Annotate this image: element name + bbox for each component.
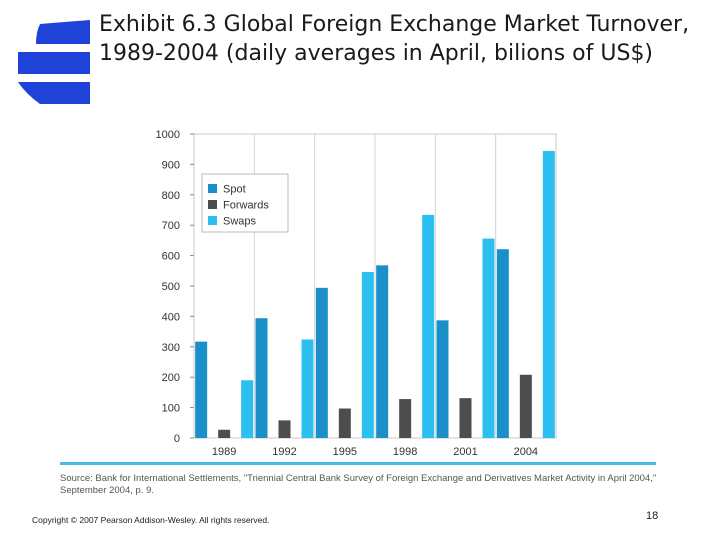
bar-swaps-2001 [482,238,495,438]
legend-label-forwards: Forwards [223,200,269,212]
bar-swaps-1995 [361,272,374,438]
bar-spot-1998 [376,265,389,438]
x-tick-label: 1998 [393,446,417,458]
fx-turnover-bar-chart: 0 100 200 300 400 500 600 700 800 900 1000 1989 1992… [156,129,557,458]
legend-swatch-forwards [208,200,217,209]
x-tick-label: 2001 [453,446,477,458]
slide-title: Exhibit 6.3 Global Foreign Exchange Mark… [99,12,690,66]
y-tick-label: 800 [162,190,180,202]
copyright-text: Copyright © 2007 Pearson Addison-Wesley.… [32,515,270,525]
page-number: 18 [646,510,659,522]
legend-label-swaps: Swaps [223,216,257,228]
x-tick-label: 1989 [212,446,236,458]
legend-label-spot: Spot [223,184,246,196]
y-tick-label: 600 [162,251,180,263]
bar-spot-1995 [315,287,328,438]
y-tick-label: 0 [174,433,180,445]
y-tick-label: 900 [162,159,180,171]
y-tick-label: 300 [162,342,180,354]
y-tick-label: 400 [162,311,180,323]
x-tick-label: 1992 [272,446,296,458]
bar-spot-2004 [496,249,509,438]
x-tick-label: 2004 [514,446,538,458]
bar-swaps-1992 [301,339,314,438]
legend-swatch-swaps [208,216,217,225]
x-tick-label: 1995 [333,446,357,458]
bar-spot-1989 [195,341,208,438]
bar-swaps-1989 [241,380,254,438]
bar-forwards-2004 [519,374,532,438]
bar-spot-2001 [436,320,449,438]
source-note: Source: Bank for International Settlemen… [60,473,657,496]
y-tick-label: 700 [162,220,180,232]
logo-icon [18,20,90,104]
bar-forwards-1995 [338,408,351,438]
y-tick-label: 1000 [156,129,180,141]
divider-rule [60,462,656,465]
bar-forwards-1992 [278,420,291,438]
y-tick-label: 500 [162,281,180,293]
bar-swaps-1998 [422,214,435,438]
y-tick-label: 100 [162,403,180,415]
bar-forwards-2001 [459,398,472,438]
bar-forwards-1989 [218,429,231,438]
bar-swaps-2004 [542,151,555,439]
bar-spot-1992 [255,318,268,438]
legend-swatch-spot [208,184,217,193]
bar-forwards-1998 [399,399,412,438]
y-tick-label: 200 [162,372,180,384]
